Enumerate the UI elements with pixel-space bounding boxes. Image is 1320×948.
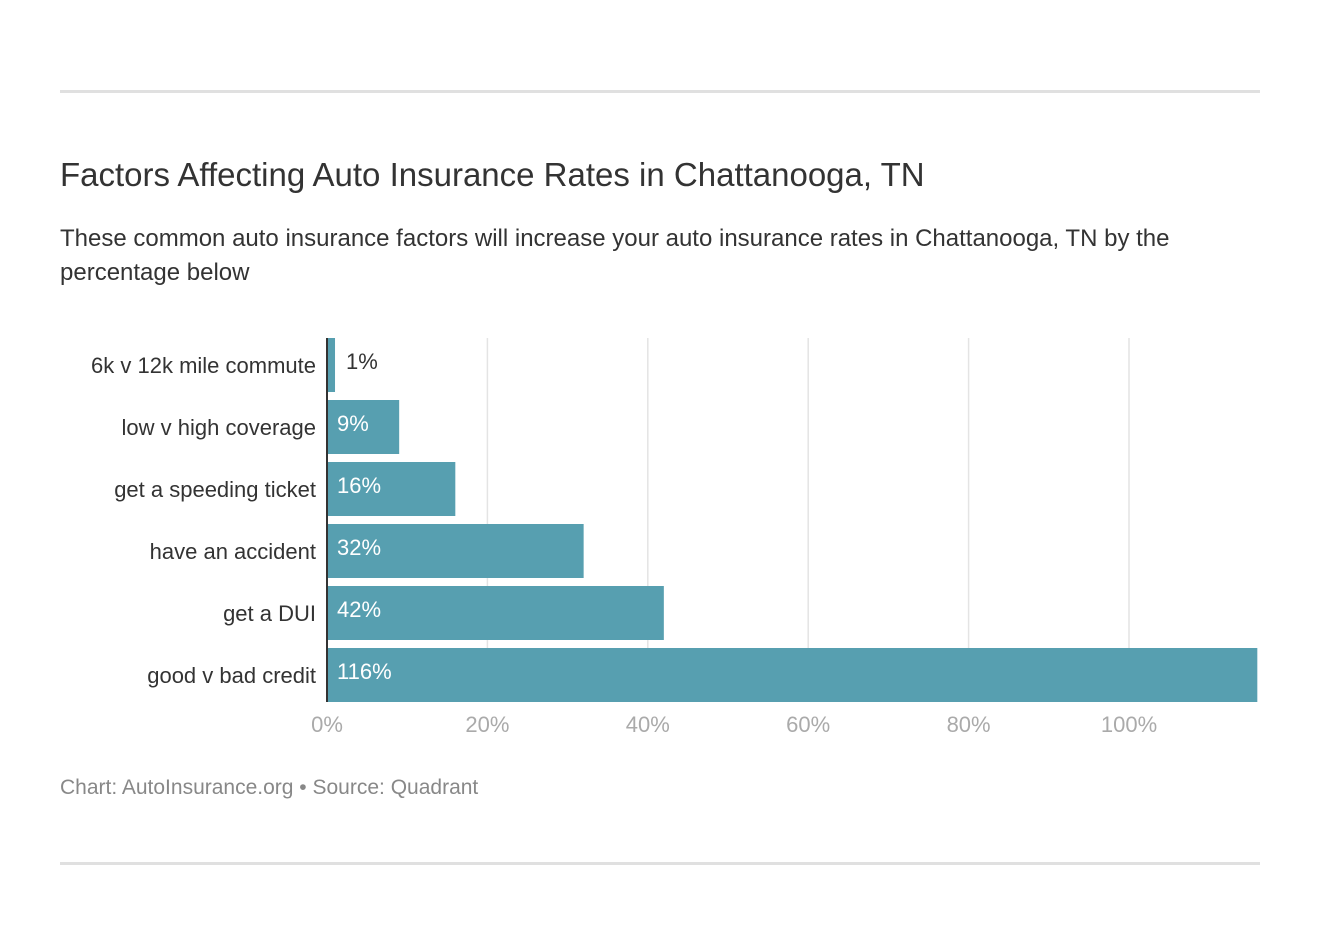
x-tick-label: 20% [465,712,509,737]
data-label: 116% [337,659,392,684]
x-tick-label: 40% [626,712,670,737]
category-label: low v high coverage [122,415,316,440]
top-divider [60,90,1260,93]
bottom-divider [60,862,1260,865]
category-label: 6k v 12k mile commute [91,353,316,378]
bar [327,400,400,454]
data-label: 32% [337,535,381,560]
data-label: 1% [346,349,378,374]
chart-title: Factors Affecting Auto Insurance Rates i… [60,156,925,193]
bar [327,586,664,640]
x-tick-label: 80% [947,712,991,737]
bar [327,524,584,578]
bar [327,462,456,516]
category-label: get a DUI [223,601,316,626]
chart-footer: Chart: AutoInsurance.org • Source: Quadr… [60,776,479,799]
x-tick-label: 0% [311,712,343,737]
bar [327,648,1258,702]
data-label: 42% [337,597,381,622]
data-label: 9% [337,411,369,436]
bar [327,338,336,392]
category-label: good v bad credit [147,663,316,688]
category-label: get a speeding ticket [114,477,316,502]
chart-subtitle: These common auto insurance factors will… [60,225,1170,286]
x-tick-label: 100% [1101,712,1157,737]
data-label: 16% [337,473,381,498]
x-tick-label: 60% [786,712,830,737]
category-label: have an accident [150,539,316,564]
bar-chart: 0% 20% 40% 60% 80% 100% 6k v 12k mile commute 1… [91,338,1258,737]
